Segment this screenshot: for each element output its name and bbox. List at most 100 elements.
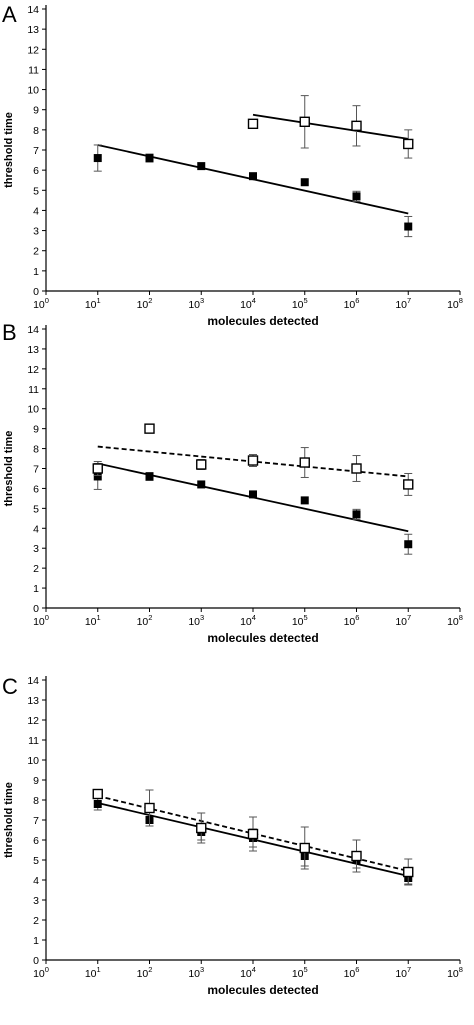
x-tick-label: 103	[188, 296, 204, 311]
y-tick-label: 5	[33, 503, 39, 515]
x-axis-title: molecules detected	[207, 631, 318, 645]
y-tick-label: 0	[33, 286, 39, 298]
data-point-open-square	[351, 850, 362, 862]
x-tick-label: 101	[85, 296, 101, 311]
x-tick-label: 103	[188, 613, 204, 628]
data-point-filled-square	[197, 162, 206, 171]
x-tick-label: 105	[292, 965, 308, 980]
series-open-squares	[92, 423, 414, 496]
y-tick-label: 14	[27, 675, 39, 687]
data-point-filled-square	[352, 192, 361, 201]
y-tick-label: 4	[33, 205, 39, 217]
data-point-filled-square	[249, 172, 257, 181]
x-tick-label: 104	[240, 965, 256, 980]
data-point-open-square	[299, 842, 310, 854]
data-point-open-square	[144, 802, 155, 814]
x-tick-label: 104	[240, 296, 256, 311]
x-tick-label: 107	[395, 965, 411, 980]
y-tick-label: 14	[27, 4, 39, 16]
y-tick-label: 10	[27, 85, 39, 97]
y-tick-label: 3	[33, 226, 39, 238]
y-tick-label: 10	[27, 404, 39, 416]
data-point-filled-square	[352, 510, 361, 519]
x-tick-label: 102	[137, 965, 153, 980]
y-tick-label: 7	[33, 464, 39, 476]
data-point-filled-square	[93, 154, 102, 163]
data-point-filled-square	[300, 496, 309, 505]
y-tick-label: 1	[33, 935, 39, 947]
data-point-open-square	[92, 788, 103, 800]
y-tick-label: 6	[33, 165, 39, 177]
y-tick-label: 10	[27, 755, 39, 767]
data-point-open-square	[196, 459, 207, 470]
series-filled-squares	[93, 462, 413, 555]
y-tick-label: 4	[33, 523, 39, 535]
data-point-open-square	[299, 116, 310, 128]
y-tick-label: 3	[33, 543, 39, 555]
x-tick-label: 100	[33, 296, 49, 311]
y-tick-label: 9	[33, 775, 39, 787]
x-tick-label: 106	[344, 613, 360, 628]
data-point-open-square	[403, 866, 414, 878]
x-tick-label: 100	[33, 965, 49, 980]
x-tick-label: 108	[447, 965, 463, 980]
y-tick-label: 11	[28, 384, 39, 396]
y-tick-label: 11	[28, 64, 39, 76]
y-axis-title: threshold time	[3, 431, 15, 507]
y-tick-label: 7	[33, 815, 39, 827]
fit-line	[252, 113, 409, 140]
x-tick-label: 100	[33, 613, 49, 628]
y-tick-label: 12	[27, 364, 39, 376]
data-point-filled-square	[404, 222, 413, 231]
x-tick-label: 106	[344, 296, 360, 311]
data-point-open-square	[299, 457, 310, 468]
y-tick-label: 9	[33, 424, 39, 436]
y-tick-label: 6	[33, 483, 39, 495]
y-tick-label: 6	[33, 835, 39, 847]
y-tick-label: 13	[27, 695, 39, 707]
data-point-open-square	[247, 455, 259, 466]
x-tick-label: 103	[188, 965, 204, 980]
data-point-filled-square	[249, 490, 257, 499]
y-tick-label: 14	[27, 324, 39, 336]
data-point-open-square	[403, 479, 414, 490]
y-tick-label: 2	[33, 563, 39, 575]
x-tick-label: 101	[85, 965, 101, 980]
y-tick-label: 3	[33, 895, 39, 907]
data-point-open-square	[247, 118, 259, 130]
y-tick-label: 1	[33, 583, 39, 595]
x-axis-title: molecules detected	[207, 983, 318, 997]
series-filled-squares	[93, 144, 413, 238]
y-tick-label: 12	[27, 44, 39, 56]
series-open-squares	[247, 95, 414, 159]
data-point-open-square	[196, 822, 207, 834]
data-point-open-square	[92, 463, 103, 474]
x-tick-label: 102	[137, 296, 153, 311]
data-point-open-square	[403, 138, 414, 150]
data-point-filled-square	[93, 800, 102, 808]
data-point-open-square	[351, 120, 362, 132]
x-tick-label: 107	[395, 296, 411, 311]
x-axis-title: molecules detected	[207, 314, 318, 328]
y-axis-title: threshold time	[3, 782, 15, 858]
y-tick-label: 2	[33, 915, 39, 927]
data-point-open-square	[351, 463, 362, 474]
y-tick-label: 4	[33, 875, 39, 887]
y-tick-label: 8	[33, 125, 39, 137]
x-tick-label: 108	[447, 296, 463, 311]
y-tick-label: 13	[27, 344, 39, 356]
data-point-open-square	[247, 828, 259, 840]
y-tick-label: 5	[33, 855, 39, 867]
x-tick-label: 108	[447, 613, 463, 628]
x-tick-label: 102	[137, 613, 153, 628]
y-tick-label: 5	[33, 185, 39, 197]
y-tick-label: 2	[33, 246, 39, 258]
x-tick-label: 101	[85, 613, 101, 628]
data-point-filled-square	[145, 154, 154, 163]
y-tick-label: 0	[33, 955, 39, 967]
data-point-open-square	[144, 423, 155, 434]
x-tick-label: 107	[395, 613, 411, 628]
